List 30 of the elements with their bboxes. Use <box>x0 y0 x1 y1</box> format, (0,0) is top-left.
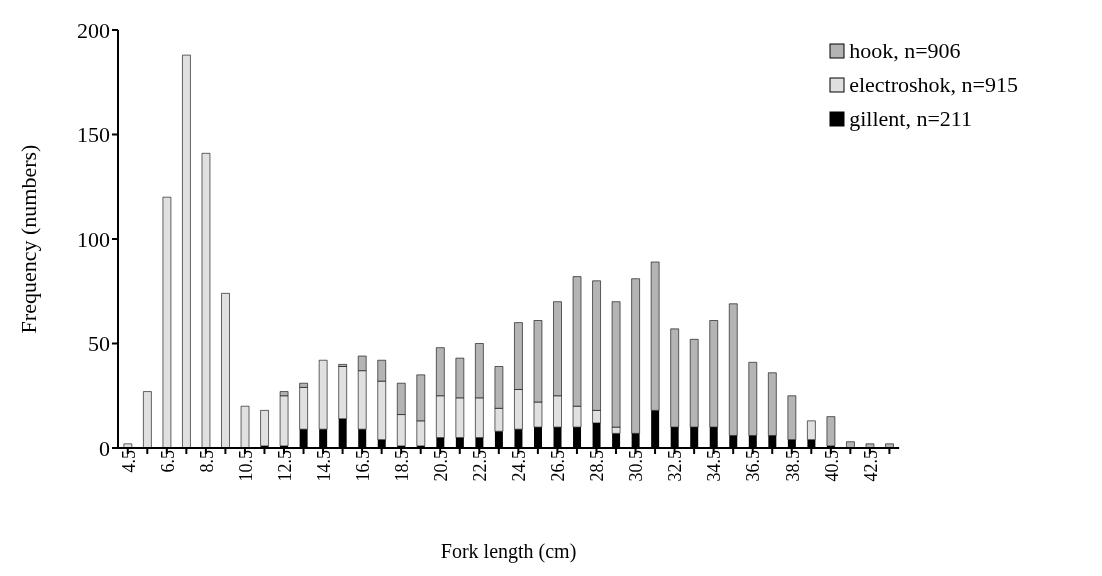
x-tick-label: 22.5 <box>470 450 491 482</box>
x-tick-label: 40.5 <box>821 450 842 482</box>
y-tick-label: 150 <box>77 122 110 148</box>
x-tick-label: 30.5 <box>626 450 647 482</box>
x-tick-label: 26.5 <box>548 450 569 482</box>
x-tick-label: 28.5 <box>587 450 608 482</box>
x-tick-label: 8.5 <box>196 450 217 473</box>
x-tick-label: 6.5 <box>157 450 178 473</box>
x-tick-label: 18.5 <box>391 450 412 482</box>
legend-label: gillent, n=211 <box>849 106 972 132</box>
x-tick-label: 20.5 <box>431 450 452 482</box>
x-tick-label: 32.5 <box>665 450 686 482</box>
x-tick-label: 38.5 <box>782 450 803 482</box>
legend-label: electroshok, n=915 <box>849 72 1018 98</box>
x-tick-label: 4.5 <box>118 450 139 473</box>
y-tick-label: 0 <box>99 435 110 461</box>
y-tick-label: 100 <box>77 226 110 252</box>
x-axis-title: Fork length (cm) <box>440 540 577 563</box>
x-tick-label: 16.5 <box>352 450 373 482</box>
x-tick-label: 42.5 <box>860 450 881 482</box>
x-tick-label: 10.5 <box>235 450 256 482</box>
y-tick-label: 50 <box>88 331 110 357</box>
x-tick-label: 36.5 <box>743 450 764 482</box>
x-tick-label: 14.5 <box>313 450 334 482</box>
x-tick-label: 24.5 <box>509 450 530 482</box>
y-tick-label: 200 <box>77 17 110 43</box>
legend-label: hook, n=906 <box>849 38 961 64</box>
x-tick-label: 12.5 <box>274 450 295 482</box>
x-tick-label: 34.5 <box>704 450 725 482</box>
y-axis-title: Frequency (numbers) <box>15 144 41 334</box>
